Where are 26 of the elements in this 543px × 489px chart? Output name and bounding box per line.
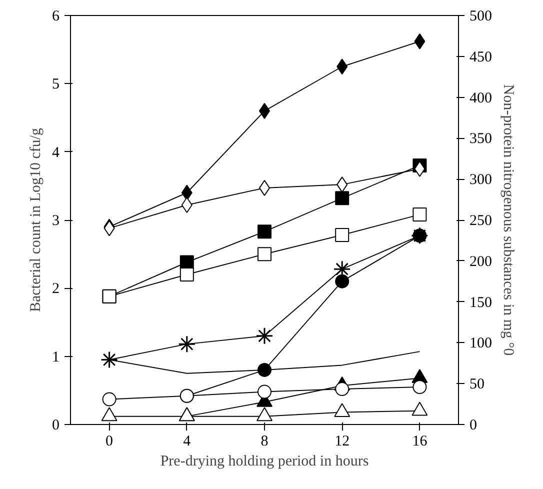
y2-tick-label: 200 [470,254,492,270]
y-tick-label: 2 [52,281,60,298]
y2-tick-label: 300 [470,172,492,188]
y2-tick-label: 250 [470,213,492,229]
y2-tick-label: 350 [470,131,492,148]
y-axis-title: Bacterial count in Log10 cfu/g [28,127,44,312]
x-tick-label: 4 [183,434,192,450]
y2-tick-label: 150 [470,294,492,311]
x-tick-label: 0 [106,434,114,450]
y2-tick-label: 0 [470,418,477,434]
y-tick-label: 4 [52,144,60,161]
y2-tick-label: 500 [470,8,492,24]
y2-tick-label: 100 [470,336,492,352]
y-tick-label: 0 [52,418,60,434]
y-tick-label: 6 [52,8,60,24]
y-tick-label: 3 [52,213,60,229]
x-tick-label: 16 [412,434,428,450]
y2-axis-title: Non-protein nitrogenous substances in mg °0 [500,84,516,356]
x-tick-label: 8 [260,434,268,450]
y2-tick-label: 450 [470,49,492,66]
x-axis-title: Pre-drying holding period in hours [160,454,369,470]
y2-tick-label: 50 [470,376,484,393]
y2-tick-label: 400 [470,90,492,106]
x-tick-label: 12 [334,434,350,450]
y-tick-label: 1 [52,349,60,366]
y-tick-label: 5 [52,76,60,93]
